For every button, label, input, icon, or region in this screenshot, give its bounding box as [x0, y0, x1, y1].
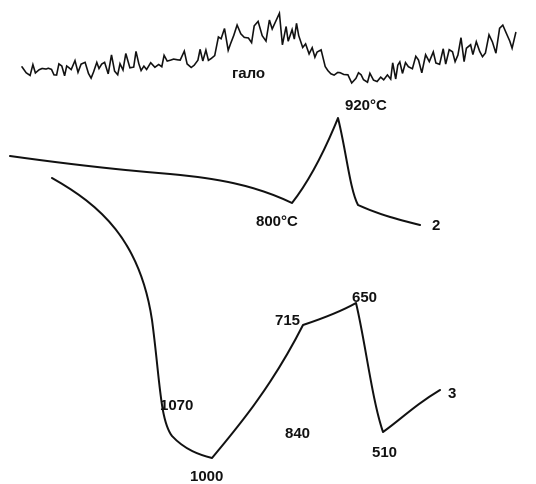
- label-800c: 800°C: [256, 213, 298, 230]
- label-650: 650: [352, 289, 377, 306]
- series-3-line: [51, 177, 441, 459]
- label-halo: гало: [232, 65, 265, 82]
- label-510: 510: [372, 444, 397, 461]
- label-920c: 920°C: [345, 97, 387, 114]
- series-1-line: [21, 10, 517, 85]
- curve-3-number: 3: [448, 385, 456, 402]
- label-715: 715: [275, 312, 300, 329]
- label-1000: 1000: [190, 468, 223, 484]
- curve-2-number: 2: [432, 217, 440, 234]
- series-2-line: [9, 117, 421, 226]
- label-840: 840: [285, 425, 310, 442]
- label-1070: 1070: [160, 397, 193, 414]
